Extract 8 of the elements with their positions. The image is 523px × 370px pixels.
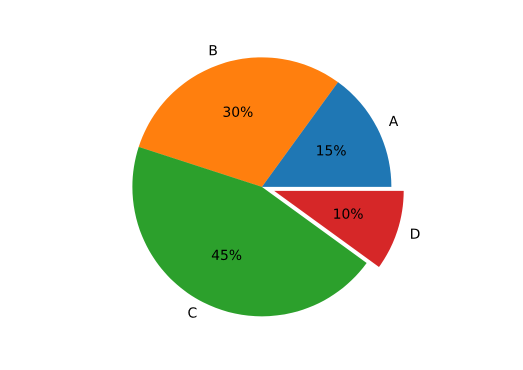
slice-label: B — [210, 45, 217, 56]
slice-label: C — [188, 307, 196, 318]
data-label: 15% — [317, 145, 346, 156]
slice-label: A — [388, 116, 398, 126]
data-label: 10% — [334, 208, 363, 219]
data-label: 45% — [212, 250, 242, 260]
data-label: 30% — [223, 106, 253, 117]
slice-label: D — [411, 228, 420, 239]
